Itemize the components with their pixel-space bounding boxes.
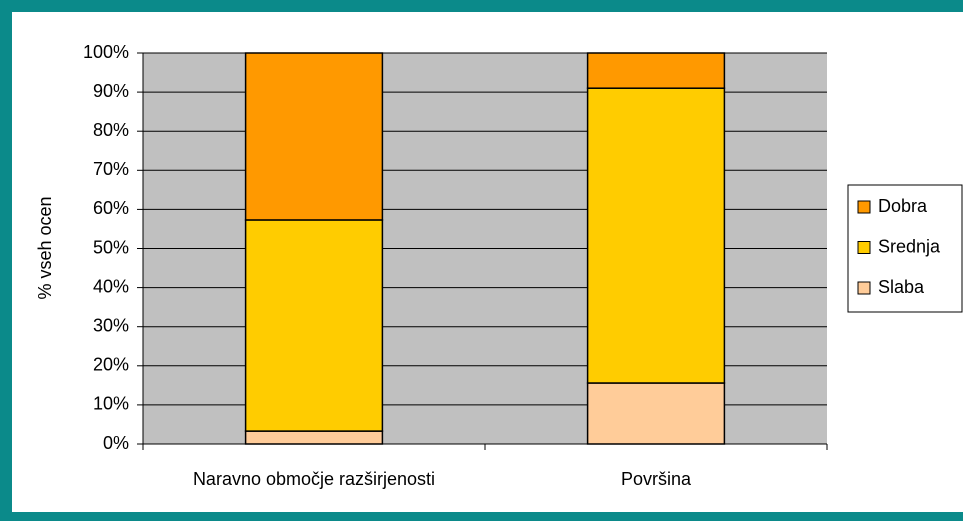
bar-segment: [586, 87, 726, 384]
legend-swatch: [857, 241, 871, 254]
legend-swatch: [857, 200, 871, 214]
legend-label: Slaba: [878, 277, 925, 297]
y-tick-label: 80%: [93, 120, 129, 140]
y-tick-label: 10%: [93, 394, 129, 414]
bar-segment: [244, 52, 384, 221]
bar-segment: [244, 219, 384, 432]
y-tick-label: 100%: [83, 42, 129, 62]
bar-segment: [586, 52, 726, 89]
y-tick-label: 0%: [103, 433, 129, 453]
bar-segment: [586, 382, 726, 445]
y-tick-label: 90%: [93, 81, 129, 101]
bar-segment: [244, 430, 384, 445]
y-tick-label: 30%: [93, 315, 129, 335]
y-axis-label: % vseh ocen: [35, 196, 55, 299]
legend-label: Srednja: [878, 236, 941, 256]
x-tick-label: Naravno območje razširjenosti: [193, 469, 435, 489]
y-tick-label: 70%: [93, 159, 129, 179]
y-tick-label: 40%: [93, 276, 129, 296]
y-tick-label: 20%: [93, 355, 129, 375]
legend-label: Dobra: [878, 196, 928, 216]
y-tick-label: 60%: [93, 198, 129, 218]
y-tick-label: 50%: [93, 237, 129, 257]
legend-swatch: [857, 281, 871, 295]
x-tick-label: Površina: [621, 469, 692, 489]
